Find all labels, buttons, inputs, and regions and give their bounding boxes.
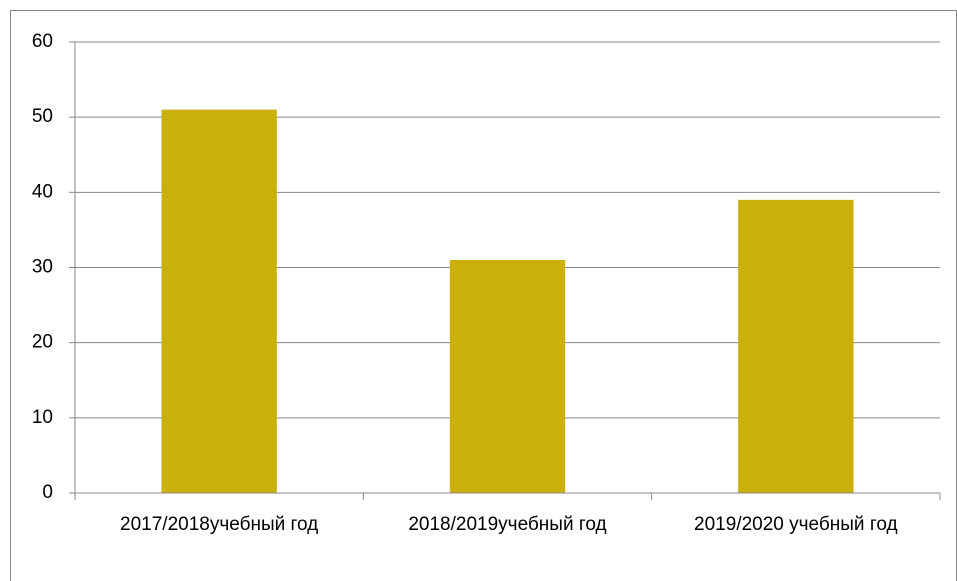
y-tick-label: 30 xyxy=(32,257,53,278)
y-tick-label: 0 xyxy=(42,482,53,503)
y-tick-label: 40 xyxy=(32,181,53,202)
bar xyxy=(449,259,566,493)
x-tick-label: 2017/2018учебный год xyxy=(120,514,319,535)
y-tick-label: 60 xyxy=(32,31,53,52)
bar xyxy=(738,199,854,493)
x-tick-label: 2019/2020 учебный год xyxy=(694,514,898,535)
y-tick-label: 50 xyxy=(32,106,53,127)
x-tick-label: 2018/2019учебный год xyxy=(408,514,607,535)
y-tick-label: 20 xyxy=(32,332,53,353)
y-tick-label: 10 xyxy=(32,407,53,428)
bar xyxy=(161,109,277,494)
